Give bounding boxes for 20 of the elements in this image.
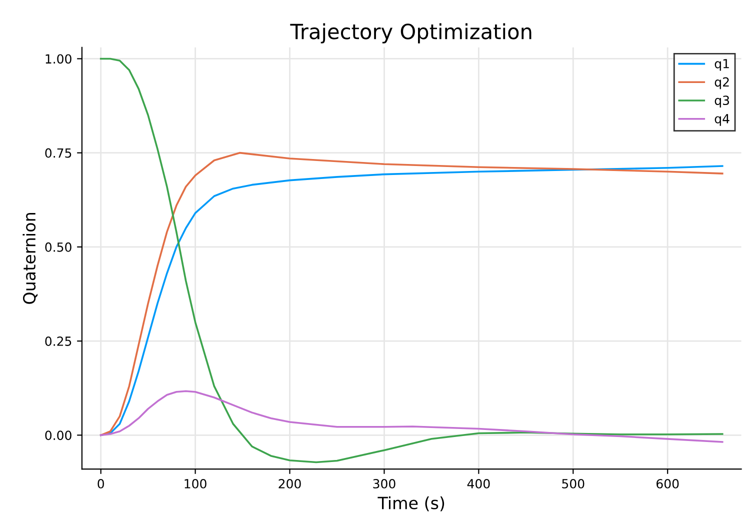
x-axis-title: Time (s)	[378, 496, 444, 512]
legend-label: q2	[714, 77, 729, 90]
x-tick-label: 0	[98, 478, 104, 488]
y-tick-label: 0.50	[45, 242, 72, 252]
legend-label: q3	[714, 96, 730, 108]
x-tick-label: 200	[278, 478, 301, 488]
x-tick-label: 500	[562, 478, 584, 488]
y-tick-label: 0.25	[45, 336, 72, 346]
y-tick-label: 0.75	[45, 148, 72, 158]
line-series	[100, 390, 724, 443]
legend-label: q1	[714, 59, 729, 71]
y-tick-label: 1.00	[46, 54, 72, 64]
x-tick-label: 300	[373, 478, 396, 488]
x-tick-label: 100	[184, 478, 206, 488]
chart-title: Trajectory Optimization	[290, 23, 532, 44]
legend-label: q4	[714, 114, 730, 126]
y-tick-label: 0.00	[45, 430, 72, 440]
x-tick-label: 400	[467, 478, 490, 488]
y-axis-title: Quaternion	[22, 213, 38, 304]
x-tick-label: 600	[656, 478, 679, 488]
